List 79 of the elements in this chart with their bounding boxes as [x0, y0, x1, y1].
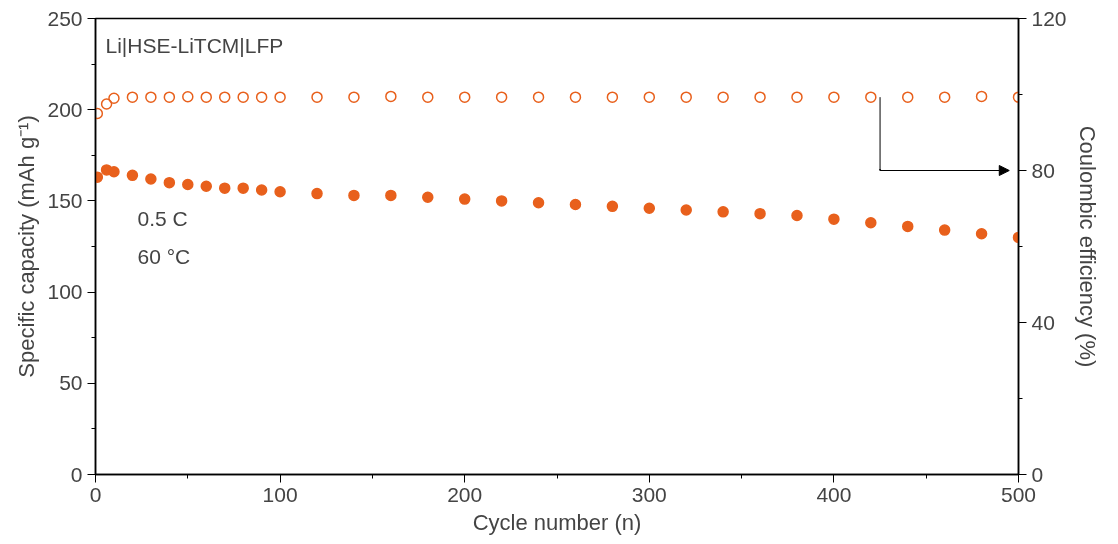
- y2-tick-label: 80: [1031, 158, 1055, 182]
- point: [458, 193, 471, 205]
- point: [606, 91, 619, 103]
- point: [163, 91, 176, 103]
- point: [108, 92, 120, 105]
- point: [754, 207, 766, 220]
- point: [311, 91, 323, 103]
- point: [495, 91, 508, 103]
- point: [126, 91, 139, 103]
- point: [422, 191, 434, 203]
- point: [218, 91, 231, 103]
- point: [975, 227, 988, 240]
- point: [145, 91, 157, 103]
- x-tick-label: 200: [447, 482, 483, 506]
- point: [717, 91, 729, 103]
- y-tick-label: 250: [47, 6, 83, 30]
- point: [385, 189, 397, 202]
- point: [754, 91, 766, 103]
- point: [938, 91, 951, 103]
- y-tick-label: 200: [47, 97, 83, 121]
- point: [643, 91, 656, 103]
- point: [100, 98, 113, 110]
- x-tick-label: 400: [816, 482, 852, 506]
- point: [828, 91, 840, 103]
- point: [569, 91, 582, 103]
- y-tick-label: 150: [47, 188, 83, 212]
- point: [975, 90, 988, 103]
- point: [200, 91, 213, 103]
- point: [458, 91, 471, 103]
- annotation: 0.5 C: [137, 206, 188, 230]
- point: [218, 182, 231, 194]
- annotation: Li|HSE-LiTCM|LFP: [105, 33, 284, 57]
- point: [200, 180, 213, 193]
- point: [182, 178, 194, 191]
- point: [495, 195, 508, 207]
- annotation: 60 °C: [137, 244, 191, 268]
- point: [643, 202, 656, 214]
- point: [680, 91, 692, 103]
- y-tick-label: 0: [70, 462, 83, 486]
- point: [108, 165, 120, 178]
- point: [901, 91, 914, 103]
- point: [532, 91, 545, 103]
- point: [569, 198, 582, 211]
- point: [255, 91, 268, 103]
- point: [126, 169, 139, 182]
- point: [274, 186, 286, 198]
- y-axis-title: Specific capacity (mAh g⁻¹): [14, 115, 40, 378]
- y2-tick-label: 40: [1031, 310, 1055, 334]
- point: [348, 189, 360, 202]
- point: [680, 204, 692, 216]
- y2-axis-title: Coulombic efficiency (%): [1074, 125, 1100, 368]
- point: [255, 184, 268, 196]
- point: [828, 213, 840, 225]
- point: [385, 90, 397, 103]
- y-tick-label: 100: [47, 280, 83, 304]
- point: [717, 206, 729, 218]
- point: [237, 91, 249, 103]
- point: [348, 91, 360, 103]
- point: [938, 224, 951, 236]
- point: [163, 176, 176, 189]
- point: [791, 209, 803, 222]
- point: [532, 196, 545, 209]
- point: [274, 91, 286, 103]
- point: [182, 91, 194, 103]
- x-axis-title: Cycle number (n): [472, 509, 642, 535]
- point: [865, 217, 877, 229]
- point: [865, 91, 877, 103]
- point: [311, 187, 323, 200]
- x-tick-label: 300: [631, 482, 667, 506]
- x-tick-label: 100: [262, 482, 298, 506]
- x-tick-label: 0: [89, 482, 102, 506]
- point: [606, 200, 619, 213]
- y2-tick-label: 120: [1031, 6, 1067, 30]
- point: [422, 91, 434, 103]
- y-tick-label: 50: [59, 371, 83, 395]
- point: [145, 173, 157, 185]
- point: [791, 91, 803, 103]
- point: [237, 182, 249, 194]
- point: [901, 220, 914, 233]
